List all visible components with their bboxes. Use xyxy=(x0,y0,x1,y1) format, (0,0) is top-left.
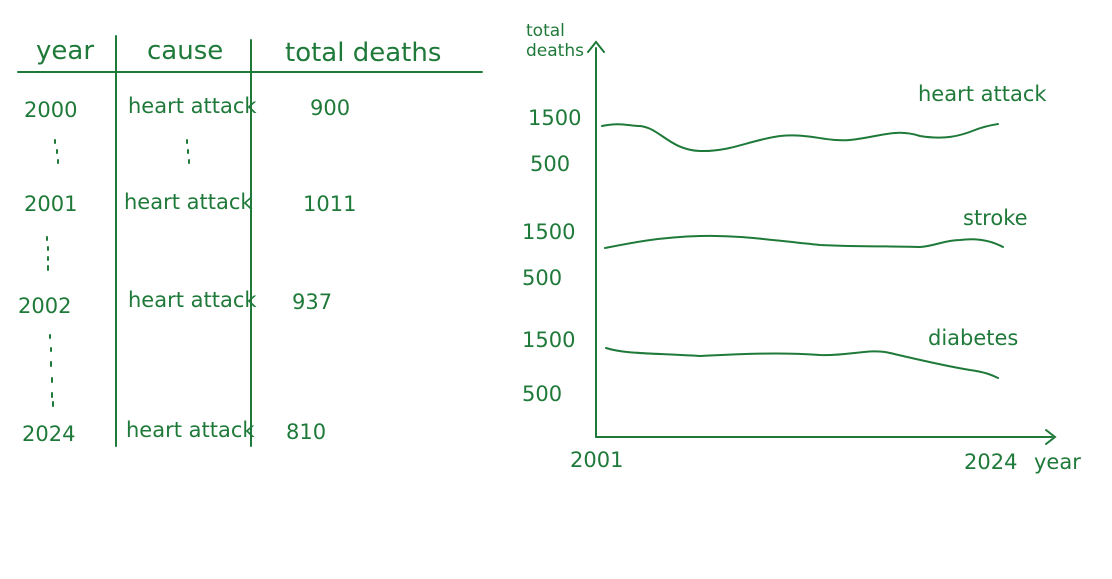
table-cell-cause: heart attack xyxy=(124,190,253,214)
line-stroke xyxy=(604,234,1004,249)
y-tick-heart-attack-high: 1500 xyxy=(528,106,582,130)
y-tick-diabetes-high: 1500 xyxy=(522,328,576,352)
y-tick-stroke-high: 1500 xyxy=(522,220,576,244)
table-cell-deaths: 810 xyxy=(286,420,327,444)
line-diabetes xyxy=(605,347,999,379)
table-cell-cause: heart attack xyxy=(128,94,257,118)
series-label-diabetes: diabetes xyxy=(928,326,1019,350)
table-cell-cause: heart attack xyxy=(126,418,255,442)
table-ellipsis-dots xyxy=(46,139,190,407)
y-tick-heart-attack-low: 500 xyxy=(530,152,571,176)
series-label-heart-attack: heart attack xyxy=(918,82,1047,106)
y-tick-stroke-low: 500 xyxy=(522,266,563,290)
y-tick-diabetes-low: 500 xyxy=(522,382,563,406)
table-cell-deaths: 1011 xyxy=(303,192,357,216)
y-axis-arrowhead xyxy=(587,40,605,53)
table-cell-deaths: 900 xyxy=(310,96,351,120)
series-label-stroke: stroke xyxy=(963,206,1028,230)
x-axis-arrowhead xyxy=(1045,429,1057,445)
x-axis-label: year xyxy=(1034,450,1081,474)
line-heart-attack xyxy=(601,123,999,153)
table-header-total-deaths: total deaths xyxy=(285,38,442,68)
x-tick-start: 2001 xyxy=(570,448,624,472)
table-header-cause: cause xyxy=(147,36,224,66)
table-cell-deaths: 937 xyxy=(292,290,333,314)
table-cell-year: 2000 xyxy=(24,98,78,122)
table-cell-cause: heart attack xyxy=(128,288,257,312)
table-cell-year: 2001 xyxy=(24,192,78,216)
y-axis-label: total deaths xyxy=(526,21,584,61)
x-tick-end: 2024 xyxy=(964,450,1018,474)
table-header-year: year xyxy=(36,36,95,66)
table-cell-year: 2002 xyxy=(18,294,72,318)
table-cell-year: 2024 xyxy=(22,422,76,446)
